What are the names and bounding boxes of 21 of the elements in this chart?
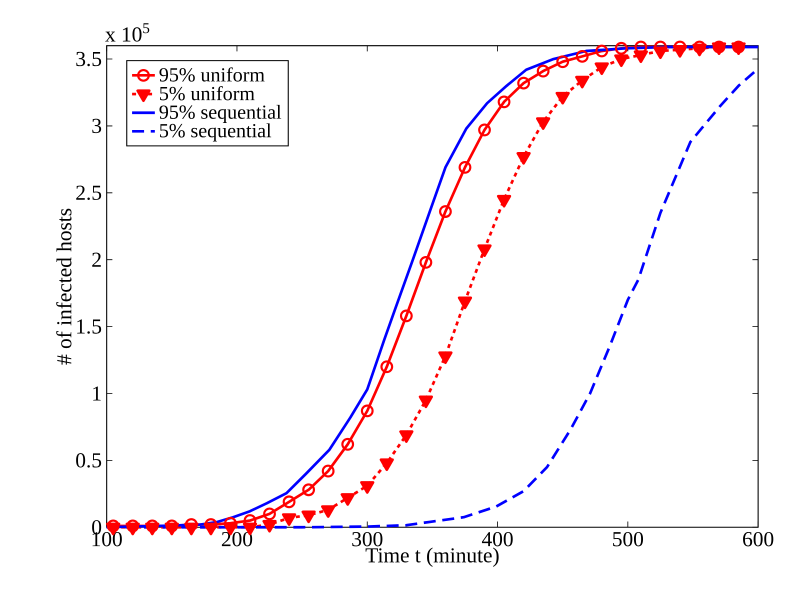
x-tick-label: 600 (743, 532, 774, 546)
legend-label: 95% sequential (159, 104, 282, 123)
y-tick-label: 0 (92, 520, 102, 534)
legend-label: 5% sequential (160, 123, 272, 142)
y-tick-label: 3.5 (76, 52, 102, 66)
y-tick-label: 0.5 (76, 453, 102, 468)
y-tick-label: 2.5 (76, 186, 102, 200)
y-tick-label: 1 (93, 386, 101, 401)
legend-label: 95% uniform (159, 67, 265, 82)
x-tick-label: 500 (613, 532, 644, 546)
x-tick-label: 100 (92, 532, 122, 546)
x-tick-label: 300 (352, 532, 382, 546)
x-tick-label: 200 (222, 532, 252, 546)
y-tick-label: 3 (92, 118, 102, 134)
y-tick-label: 2 (92, 252, 101, 267)
x-tick-label: 400 (482, 532, 513, 546)
y-tick-label: 1.5 (77, 319, 102, 334)
x-axis-title: Time t (minute) (366, 548, 499, 567)
y-axis-title: # of infected hosts (56, 208, 72, 365)
text: x 10$^{5}$ (105, 23, 150, 42)
legend-label: 5% uniform (160, 86, 255, 100)
